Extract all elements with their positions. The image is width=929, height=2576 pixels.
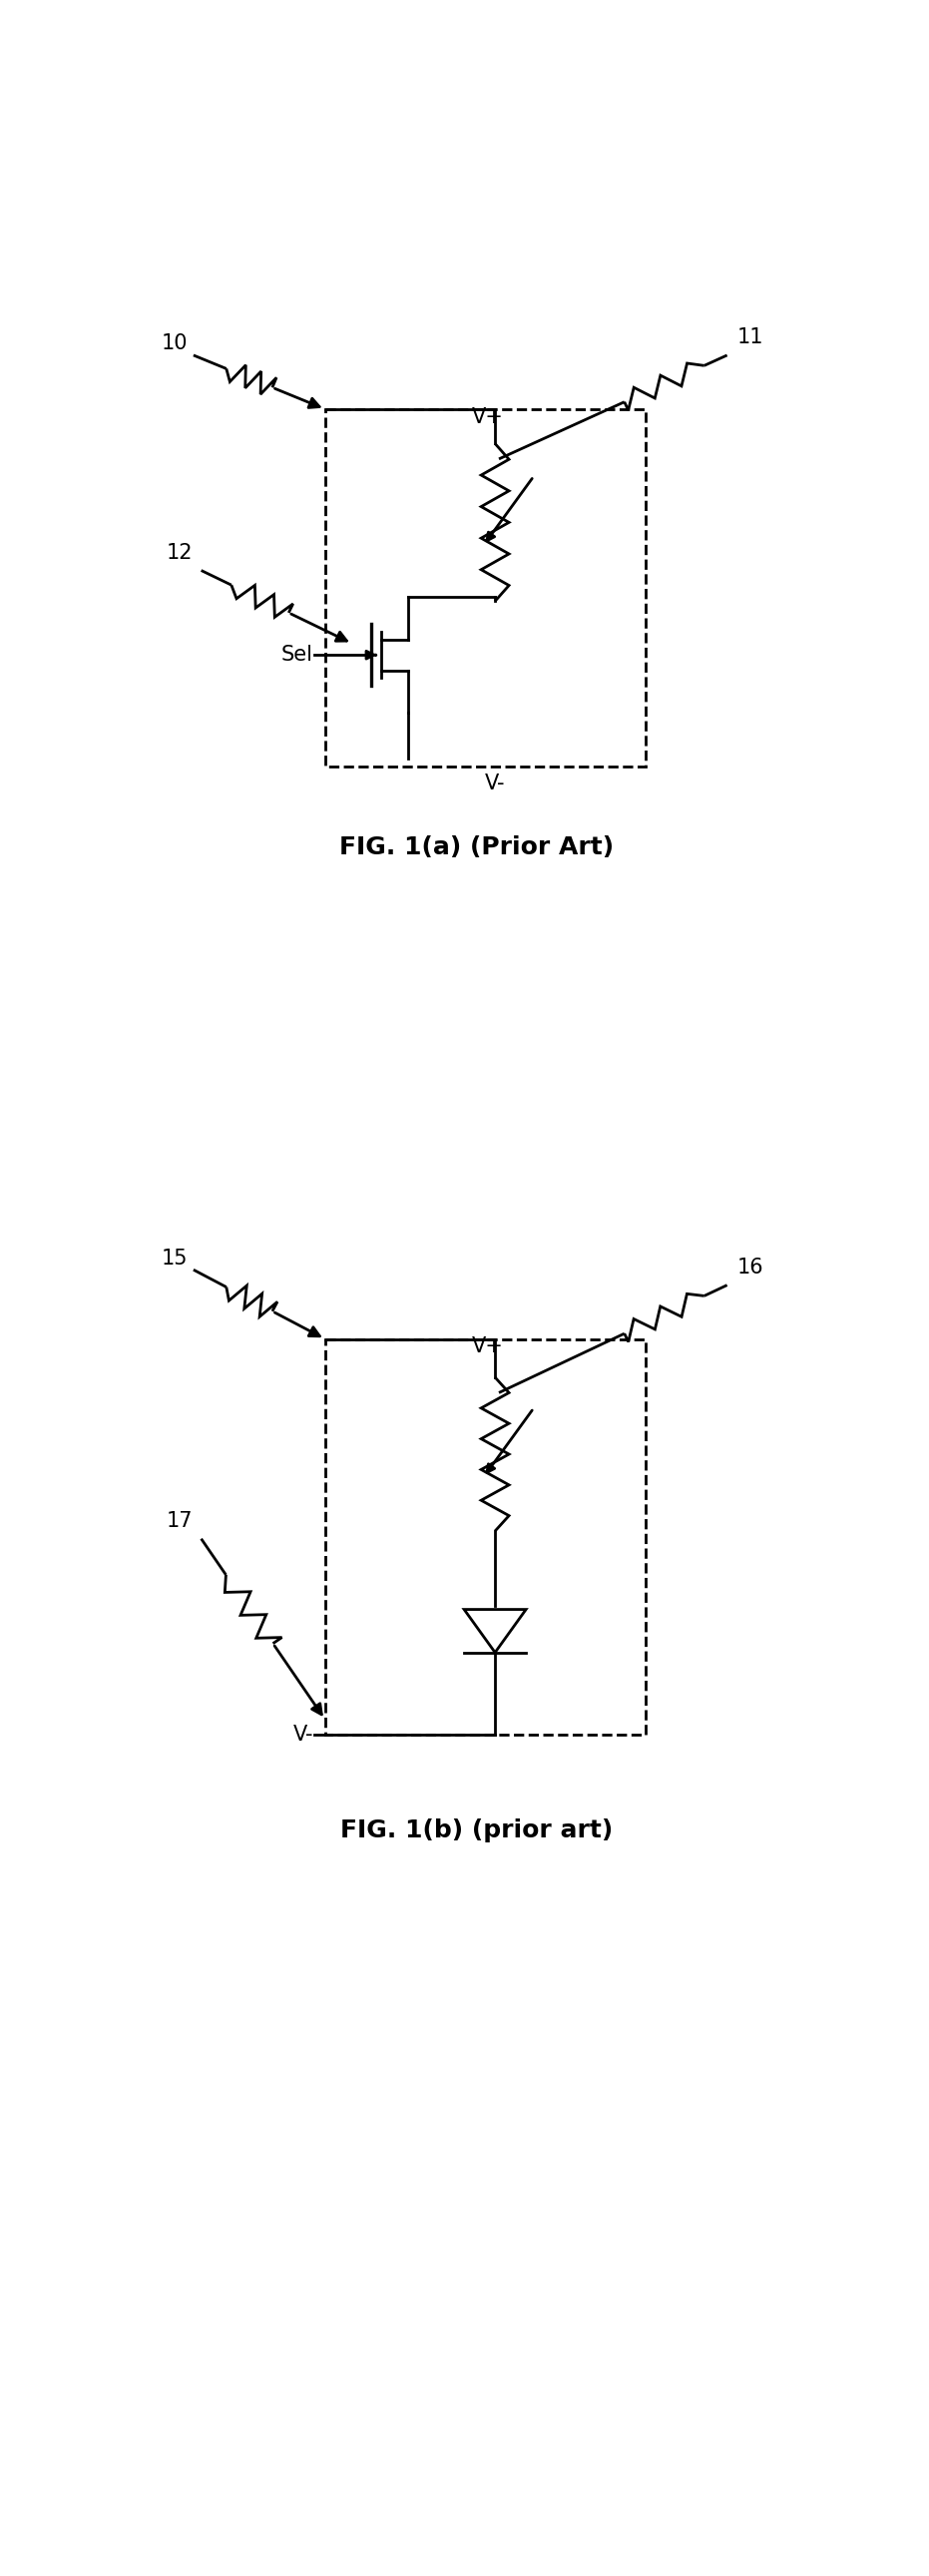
Text: 10: 10 <box>161 335 188 353</box>
Text: 12: 12 <box>166 544 192 564</box>
Text: 15: 15 <box>161 1249 188 1267</box>
Bar <box>325 1340 646 1734</box>
Text: 11: 11 <box>737 327 764 348</box>
Text: V-: V- <box>293 1726 313 1744</box>
Text: 17: 17 <box>166 1512 192 1530</box>
Text: V+: V+ <box>471 1337 504 1358</box>
Text: V+: V+ <box>471 407 504 428</box>
Text: V-: V- <box>485 773 505 793</box>
Text: FIG. 1(b) (prior art): FIG. 1(b) (prior art) <box>340 1819 613 1842</box>
Text: FIG. 1(a) (Prior Art): FIG. 1(a) (Prior Art) <box>339 835 614 858</box>
Bar <box>325 410 646 768</box>
Text: 16: 16 <box>737 1257 764 1278</box>
Text: Sel: Sel <box>281 644 313 665</box>
